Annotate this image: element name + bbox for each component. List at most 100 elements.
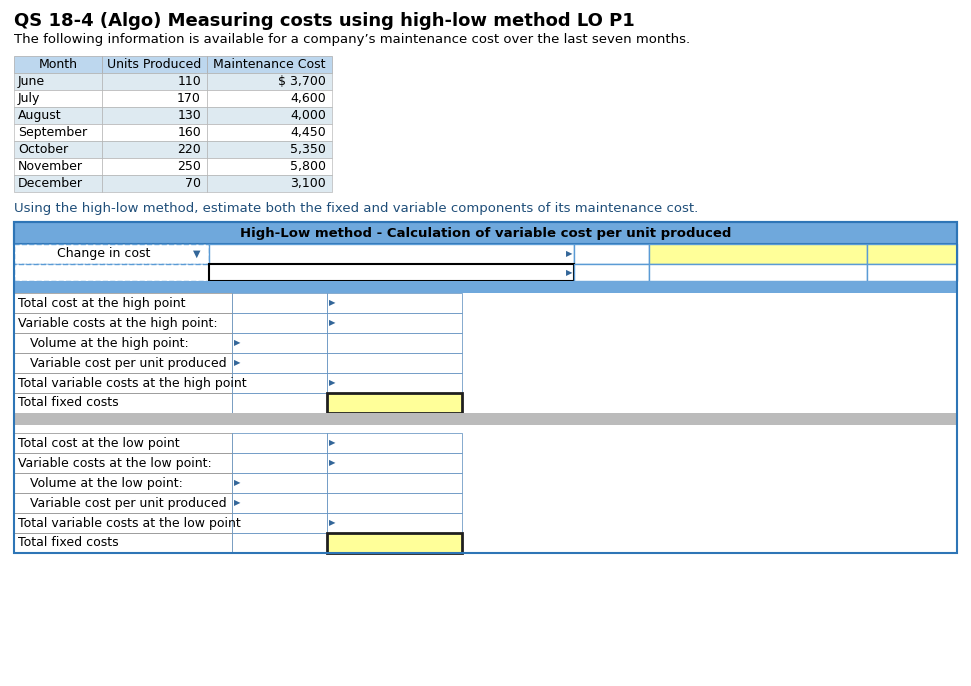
Text: ▶: ▶ — [329, 379, 336, 388]
Text: 160: 160 — [178, 126, 201, 139]
Bar — [209, 264, 574, 281]
Bar — [14, 158, 102, 175]
Text: October: October — [18, 143, 68, 156]
Text: 3,100: 3,100 — [290, 177, 326, 190]
Bar — [867, 244, 957, 264]
Bar — [14, 244, 209, 264]
Bar — [14, 413, 957, 425]
Text: $ 3,700: $ 3,700 — [278, 75, 326, 88]
Bar — [207, 141, 332, 158]
Bar — [207, 158, 332, 175]
Bar — [207, 73, 332, 90]
Text: ▶: ▶ — [234, 499, 241, 508]
Bar — [232, 533, 327, 553]
Bar — [14, 493, 232, 513]
Bar — [14, 264, 209, 281]
Bar — [327, 393, 462, 413]
Text: December: December — [18, 177, 83, 190]
Text: Total cost at the high point: Total cost at the high point — [18, 296, 185, 309]
Bar — [14, 90, 102, 107]
Text: 250: 250 — [177, 160, 201, 173]
Text: Total fixed costs: Total fixed costs — [18, 536, 118, 549]
Text: November: November — [18, 160, 83, 173]
Bar — [327, 293, 462, 313]
Text: Total variable costs at the low point: Total variable costs at the low point — [18, 517, 241, 530]
Text: 110: 110 — [178, 75, 201, 88]
Bar — [327, 333, 462, 353]
Bar — [207, 90, 332, 107]
Text: Month: Month — [39, 58, 78, 71]
Text: Variable costs at the high point:: Variable costs at the high point: — [18, 316, 218, 329]
Bar — [14, 533, 232, 553]
Text: ▶: ▶ — [329, 298, 336, 307]
Text: ▶: ▶ — [234, 479, 241, 488]
Bar — [14, 56, 102, 73]
Bar — [14, 222, 957, 553]
Bar — [232, 373, 327, 393]
Text: ▶: ▶ — [234, 338, 241, 348]
Text: Change in cost: Change in cost — [57, 248, 151, 261]
Text: QS 18-4 (Algo) Measuring costs using high-low method LO P1: QS 18-4 (Algo) Measuring costs using hig… — [14, 12, 635, 30]
Bar — [232, 493, 327, 513]
Text: ▼: ▼ — [193, 249, 201, 259]
Bar — [102, 90, 207, 107]
Text: September: September — [18, 126, 87, 139]
Text: 220: 220 — [178, 143, 201, 156]
Text: Variable cost per unit produced: Variable cost per unit produced — [18, 357, 226, 370]
Bar — [14, 373, 232, 393]
Bar — [207, 124, 332, 141]
Text: August: August — [18, 109, 61, 122]
Text: June: June — [18, 75, 45, 88]
Bar — [327, 353, 462, 373]
Bar — [14, 107, 102, 124]
Bar — [14, 473, 232, 493]
Text: Variable cost per unit produced: Variable cost per unit produced — [18, 497, 226, 510]
Bar — [14, 313, 232, 333]
Bar — [14, 453, 232, 473]
Bar — [649, 264, 867, 281]
Text: 130: 130 — [178, 109, 201, 122]
Text: 4,450: 4,450 — [290, 126, 326, 139]
Bar — [14, 393, 232, 413]
Text: ▶: ▶ — [329, 438, 336, 447]
Bar — [14, 513, 232, 533]
Bar — [327, 493, 462, 513]
Bar — [207, 175, 332, 192]
Bar — [327, 533, 462, 553]
Bar — [14, 333, 232, 353]
Bar — [327, 433, 462, 453]
Bar — [232, 353, 327, 373]
Bar — [232, 473, 327, 493]
Text: ▶: ▶ — [234, 359, 241, 368]
Text: Volume at the high point:: Volume at the high point: — [18, 337, 188, 349]
Text: 5,350: 5,350 — [290, 143, 326, 156]
Text: 4,000: 4,000 — [290, 109, 326, 122]
Bar — [209, 244, 574, 264]
Text: 5,800: 5,800 — [290, 160, 326, 173]
Bar — [232, 313, 327, 333]
Bar — [102, 107, 207, 124]
Text: Volume at the low point:: Volume at the low point: — [18, 477, 183, 490]
Bar — [102, 141, 207, 158]
Text: 170: 170 — [177, 92, 201, 105]
Bar — [232, 393, 327, 413]
Text: July: July — [18, 92, 41, 105]
Bar — [574, 264, 649, 281]
Bar — [327, 533, 462, 553]
Bar — [574, 244, 649, 264]
Text: ▶: ▶ — [565, 250, 572, 259]
Bar — [232, 293, 327, 313]
Bar — [327, 313, 462, 333]
Text: Using the high-low method, estimate both the fixed and variable components of it: Using the high-low method, estimate both… — [14, 202, 698, 215]
Text: The following information is available for a company’s maintenance cost over the: The following information is available f… — [14, 33, 690, 46]
Bar — [232, 433, 327, 453]
Bar — [649, 244, 867, 264]
Bar — [867, 264, 957, 281]
Bar — [102, 175, 207, 192]
Bar — [102, 124, 207, 141]
Bar — [232, 513, 327, 533]
Bar — [207, 56, 332, 73]
Bar — [14, 433, 232, 453]
Bar — [327, 473, 462, 493]
Text: Units Produced: Units Produced — [108, 58, 202, 71]
